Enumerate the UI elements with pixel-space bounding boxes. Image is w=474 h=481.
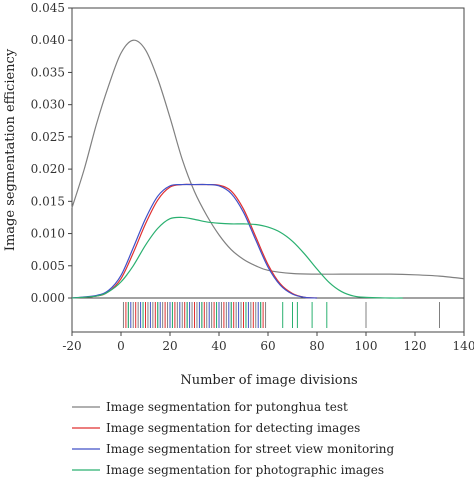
legend-label: Image segmentation for street view monit… bbox=[106, 442, 395, 456]
series-line-photographic bbox=[71, 216, 403, 299]
x-tick-labels: -20 0 20 40 60 80 100 120 140 bbox=[62, 332, 474, 353]
x-tick-label: -20 bbox=[62, 339, 81, 353]
y-tick-label: 0.000 bbox=[31, 291, 65, 305]
x-tick-label: 140 bbox=[453, 339, 474, 353]
x-tick-label: 40 bbox=[211, 339, 226, 353]
y-tick-marks bbox=[68, 7, 72, 299]
y-tick-label: 0.015 bbox=[31, 194, 65, 208]
legend: Image segmentation for putonghua test Ima… bbox=[72, 400, 395, 477]
x-tick-label: 80 bbox=[309, 339, 324, 353]
legend-label: Image segmentation for putonghua test bbox=[106, 400, 348, 414]
x-tick-label: 60 bbox=[260, 339, 275, 353]
y-axis-label: Image segmentation efficiency bbox=[3, 48, 18, 251]
x-axis-label: Number of image divisions bbox=[180, 373, 357, 388]
series-lines bbox=[71, 39, 465, 299]
y-tick-label: 0.035 bbox=[31, 65, 65, 79]
legend-label: Image segmentation for photographic imag… bbox=[106, 463, 384, 477]
y-tick-label: 0.040 bbox=[31, 33, 65, 47]
rug-panel bbox=[122, 302, 440, 328]
x-tick-label: 120 bbox=[404, 339, 427, 353]
y-tick-label: 0.025 bbox=[31, 130, 65, 144]
y-tick-label: 0.045 bbox=[31, 1, 65, 15]
y-tick-label: 0.010 bbox=[31, 227, 65, 241]
series-line-detecting bbox=[71, 183, 318, 299]
y-tick-label: 0.020 bbox=[31, 162, 65, 176]
series-line-street-view bbox=[71, 183, 318, 299]
plot-frame bbox=[71, 7, 465, 333]
x-tick-label: 20 bbox=[162, 339, 177, 353]
y-tick-label: 0.005 bbox=[31, 259, 65, 273]
series-line-putonghua bbox=[71, 39, 465, 280]
y-tick-label: 0.030 bbox=[31, 98, 65, 112]
x-tick-label: 100 bbox=[355, 339, 378, 353]
legend-label: Image segmentation for detecting images bbox=[106, 421, 360, 435]
x-tick-label: 0 bbox=[117, 339, 125, 353]
y-tick-labels: 0.000 0.005 0.010 0.015 0.020 0.025 0.030 0.035… bbox=[31, 1, 65, 305]
